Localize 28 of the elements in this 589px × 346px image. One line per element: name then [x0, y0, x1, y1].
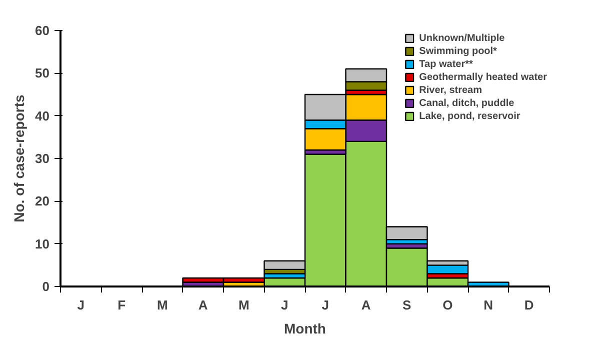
legend-label: Swimming pool* — [419, 45, 497, 57]
x-tick-label: M — [156, 298, 168, 312]
y-tick-label: 30 — [35, 151, 50, 166]
x-tick-label: A — [198, 298, 208, 312]
legend-label: Lake, pond, reservoir — [419, 110, 520, 122]
legend-label: Canal, ditch, puddle — [419, 97, 514, 109]
x-tick-label: J — [77, 298, 84, 312]
y-tick-label: 50 — [35, 66, 50, 81]
y-tick-label: 20 — [35, 194, 50, 209]
legend-label: Tap water** — [419, 58, 473, 70]
legend-label: Geothermally heated water — [419, 71, 547, 83]
legend-label: River, stream — [419, 84, 482, 96]
y-axis-title: No. of case-reports — [11, 94, 28, 222]
y-tick-label: 40 — [35, 108, 50, 124]
y-tick-label: 0 — [42, 279, 50, 294]
x-tick-label: J — [281, 298, 288, 312]
x-axis-title: Month — [284, 320, 326, 336]
x-tick-label: S — [402, 298, 412, 312]
x-tick-label: A — [361, 298, 372, 312]
y-tick-label: 10 — [35, 236, 50, 252]
legend-label: Unknown/Multiple — [419, 32, 505, 44]
x-tick-label: D — [524, 298, 534, 312]
y-tick-label: 60 — [35, 23, 50, 38]
x-tick-label: N — [484, 298, 494, 312]
x-tick-label: F — [118, 298, 126, 312]
x-tick-label: J — [322, 298, 329, 312]
x-tick-label: O — [442, 298, 453, 312]
x-tick-label: M — [238, 298, 250, 312]
